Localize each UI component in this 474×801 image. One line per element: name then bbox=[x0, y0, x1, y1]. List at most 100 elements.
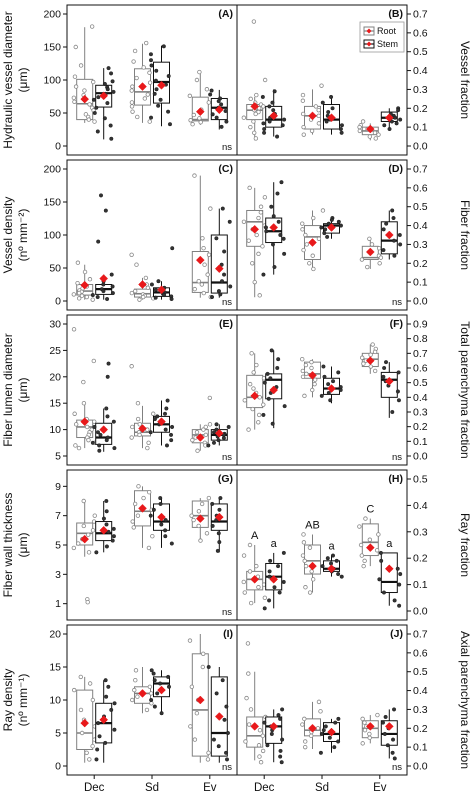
data-point bbox=[190, 122, 195, 127]
data-point bbox=[76, 296, 82, 301]
box-iqr bbox=[191, 653, 209, 757]
y-axis-label: Total parenchyma fraction bbox=[458, 321, 472, 458]
box-ev-stem bbox=[210, 206, 233, 300]
panel-label: (J) bbox=[390, 628, 403, 640]
data-point bbox=[338, 388, 343, 393]
data-point bbox=[132, 687, 137, 693]
legend: Root Stem bbox=[359, 21, 405, 53]
data-point bbox=[319, 393, 324, 398]
data-point bbox=[300, 92, 306, 98]
x-tick-label: Ev bbox=[203, 782, 217, 794]
data-point bbox=[189, 684, 195, 689]
data-point bbox=[147, 70, 152, 75]
data-point bbox=[326, 382, 331, 387]
data-point bbox=[256, 743, 262, 748]
data-point bbox=[73, 443, 78, 448]
data-point bbox=[378, 255, 384, 260]
data-point bbox=[360, 119, 366, 124]
data-point bbox=[158, 501, 163, 506]
box-sd-root bbox=[300, 699, 323, 750]
data-point bbox=[162, 411, 167, 416]
data-point bbox=[103, 740, 108, 745]
panel-frame bbox=[236, 314, 408, 466]
box-sd-stem bbox=[320, 94, 344, 135]
mean-marker bbox=[250, 722, 260, 731]
data-point bbox=[382, 123, 387, 128]
data-point bbox=[163, 427, 168, 432]
y-tick-label: 10 bbox=[49, 424, 61, 436]
data-point bbox=[357, 128, 363, 134]
data-point bbox=[397, 603, 402, 608]
data-point bbox=[383, 714, 388, 719]
panel-label: (H) bbox=[388, 473, 403, 485]
data-point bbox=[250, 406, 255, 412]
y-tick-label: 150 bbox=[43, 42, 61, 54]
panel-d: 0.0 0.1 0.2 0.3 0.4 0.5 0.6 0.7 Fiber fraction (D… bbox=[236, 159, 472, 311]
data-point bbox=[368, 352, 373, 357]
data-point bbox=[377, 577, 382, 582]
y-tick-label: 0.0 bbox=[413, 451, 428, 463]
mean-marker bbox=[365, 356, 375, 366]
box-ev-root bbox=[191, 173, 213, 300]
significance-letter: a bbox=[271, 538, 278, 550]
mean-marker bbox=[157, 512, 166, 522]
data-point bbox=[382, 366, 387, 371]
mean-marker bbox=[99, 715, 109, 725]
y-tick-label: 0.7 bbox=[413, 9, 428, 21]
significance-letter: AB bbox=[305, 519, 320, 531]
panel-label: (I) bbox=[223, 628, 233, 640]
data-point bbox=[82, 269, 88, 275]
data-point bbox=[301, 540, 307, 545]
box-dec-stem bbox=[261, 348, 287, 429]
data-point bbox=[169, 541, 174, 546]
y-tick-label: 0.4 bbox=[413, 685, 428, 697]
y-tick-label: 0.4 bbox=[413, 500, 428, 512]
data-point bbox=[379, 558, 384, 563]
data-point bbox=[390, 410, 395, 415]
data-point bbox=[223, 109, 228, 114]
mean-marker bbox=[327, 223, 336, 232]
y-tick-label: 0.0 bbox=[413, 296, 428, 308]
data-point bbox=[73, 44, 78, 50]
data-point bbox=[367, 236, 372, 241]
data-point bbox=[144, 707, 150, 713]
data-point bbox=[208, 92, 213, 97]
y-tick-label: 0.3 bbox=[413, 704, 428, 716]
data-point bbox=[154, 68, 159, 73]
data-point bbox=[372, 349, 378, 355]
data-point bbox=[187, 93, 193, 99]
mean-marker bbox=[308, 370, 317, 380]
data-point bbox=[135, 513, 141, 518]
data-point bbox=[278, 716, 283, 721]
box-sd-root bbox=[130, 484, 155, 551]
data-point bbox=[339, 130, 344, 135]
data-point bbox=[188, 724, 193, 729]
data-point bbox=[96, 95, 101, 100]
box-ev-stem bbox=[380, 208, 403, 260]
data-point bbox=[262, 77, 268, 83]
mean-marker bbox=[80, 417, 90, 427]
data-point bbox=[320, 564, 325, 569]
data-point bbox=[149, 668, 154, 673]
data-point bbox=[316, 121, 322, 126]
data-point bbox=[201, 427, 206, 432]
data-point bbox=[398, 117, 403, 122]
panel-i: 0 5 10 15 20 Ray density (nº mm⁻¹) (I) ns Dec Sd Ev bbox=[1, 624, 238, 794]
data-point bbox=[329, 217, 334, 222]
data-point bbox=[140, 294, 146, 300]
data-point bbox=[129, 100, 135, 105]
data-point bbox=[102, 81, 107, 86]
data-point bbox=[84, 750, 89, 755]
mean-marker bbox=[214, 712, 224, 721]
data-point bbox=[319, 225, 324, 230]
y-tick-label: 200 bbox=[43, 164, 61, 176]
data-point bbox=[207, 395, 213, 401]
box-dec-stem bbox=[90, 193, 115, 302]
data-point bbox=[214, 422, 219, 427]
y-tick-label: 0 bbox=[55, 761, 61, 773]
data-point bbox=[257, 754, 262, 759]
data-point bbox=[312, 381, 317, 387]
y-tick-label: 0.4 bbox=[413, 220, 428, 232]
data-point bbox=[166, 109, 171, 114]
data-point bbox=[111, 419, 116, 424]
